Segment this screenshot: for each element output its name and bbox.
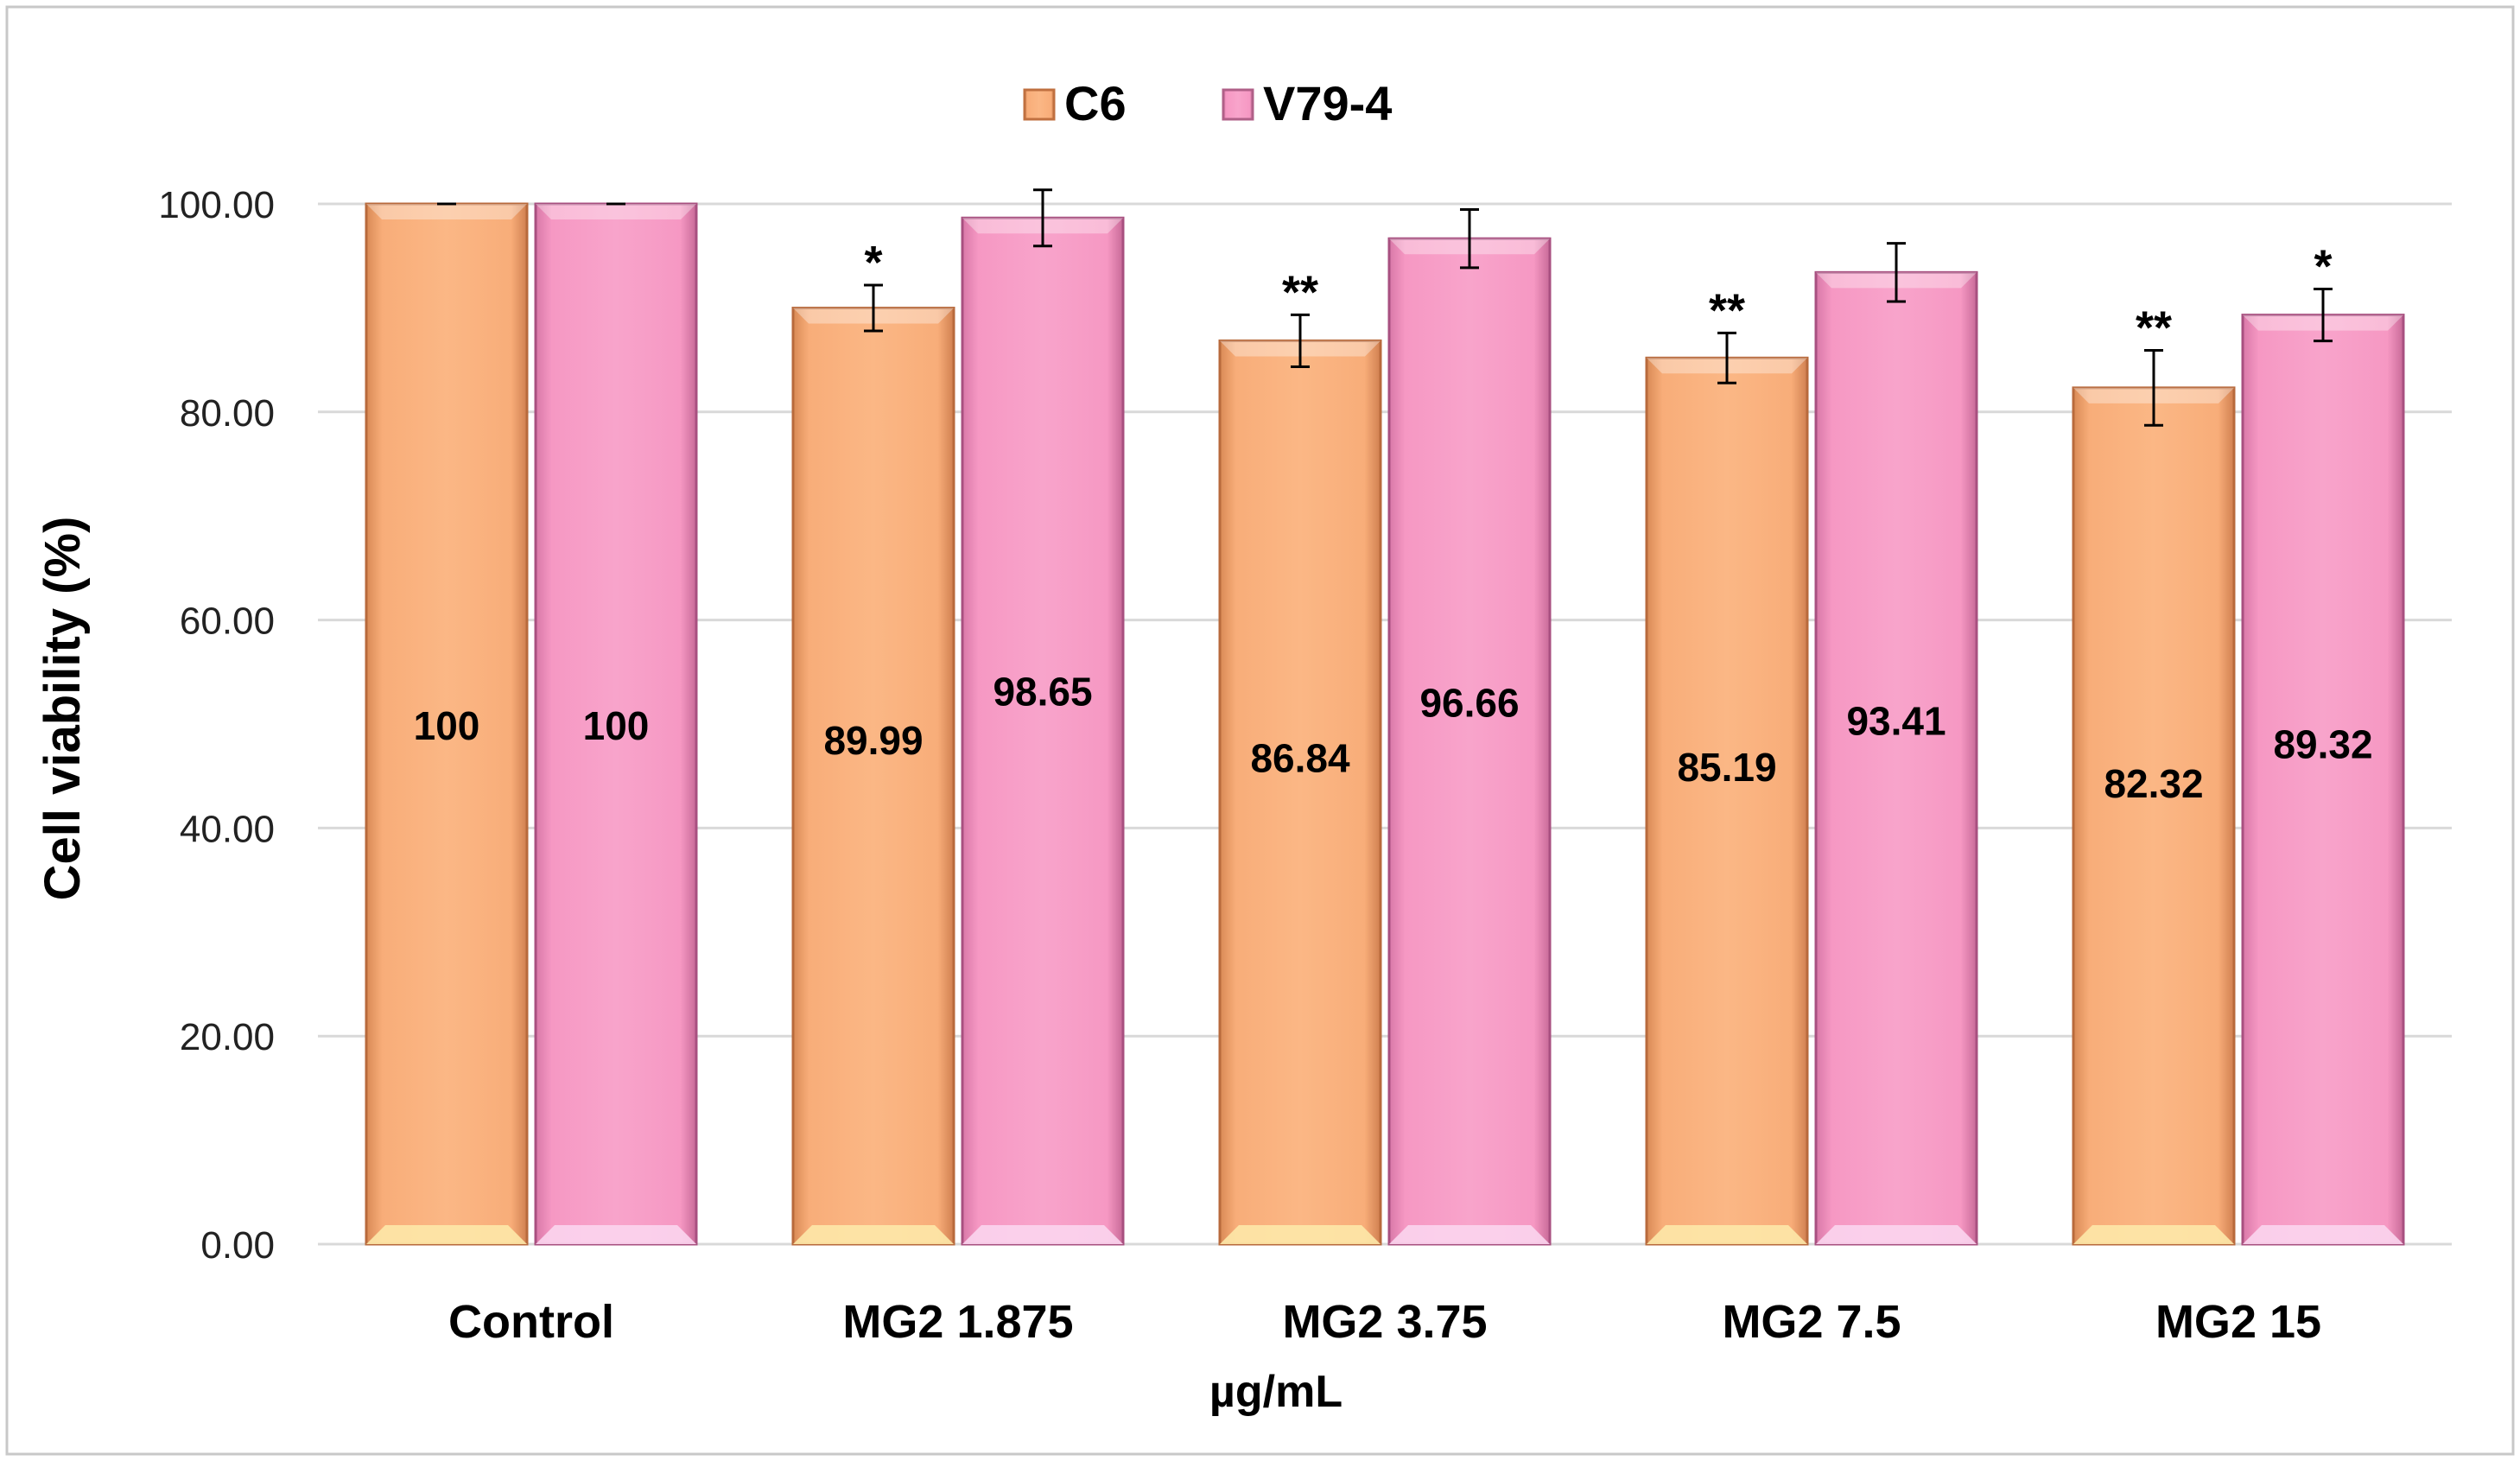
bar-bevel-bottom bbox=[793, 1225, 954, 1244]
bar-c6 bbox=[365, 202, 529, 1246]
bar-bevel-bottom bbox=[1220, 1225, 1381, 1244]
bar-bevel-bottom bbox=[1816, 1225, 1977, 1244]
bar-v79-4 bbox=[2241, 314, 2405, 1246]
x-axis-label: µg/mL bbox=[1209, 1367, 1343, 1417]
y-tick-label: 60.00 bbox=[180, 600, 275, 643]
error-bar-v79-4 bbox=[1033, 188, 1052, 248]
bar-bevel-bottom bbox=[2073, 1225, 2234, 1244]
data-label-c6: 82.32 bbox=[2104, 761, 2203, 806]
data-label-v79-4: 96.66 bbox=[1419, 681, 1519, 726]
y-tick-label: 40.00 bbox=[180, 808, 275, 850]
error-bar-c6 bbox=[2144, 349, 2163, 427]
bars: 100 100 89.99 * 98.65 86.84 ** 96.66 85.19 ** 93.4… bbox=[365, 188, 2405, 1246]
data-label-c6: 85.19 bbox=[1677, 745, 1776, 790]
legend-label-c6: C6 bbox=[1064, 76, 1127, 130]
x-axis-ticks: Control MG2 1.875 MG2 3.75 MG2 7.5 MG2 15 bbox=[448, 1296, 2321, 1348]
error-bar-c6 bbox=[864, 283, 883, 333]
y-axis-ticks: 0.00 20.00 40.00 60.00 80.00 100.00 bbox=[158, 184, 275, 1267]
data-label-c6: 86.84 bbox=[1250, 735, 1350, 780]
legend-label-v79-4: V79-4 bbox=[1263, 76, 1392, 130]
bar-v79-4 bbox=[1814, 270, 1978, 1246]
bar-bevel-bottom bbox=[1389, 1225, 1550, 1244]
data-label-v79-4: 93.41 bbox=[1846, 699, 1946, 744]
error-bar-c6 bbox=[1291, 313, 1310, 369]
bar-bevel-bottom bbox=[366, 1225, 527, 1244]
bar-bevel-top bbox=[536, 204, 696, 219]
bar-c6 bbox=[2072, 386, 2236, 1246]
legend-swatch-v79-4 bbox=[1222, 88, 1254, 121]
legend: C6 V79-4 bbox=[1023, 76, 1392, 130]
bar-c6 bbox=[791, 307, 955, 1246]
error-bar-c6 bbox=[1717, 331, 1736, 384]
data-label-c6: 89.99 bbox=[823, 718, 923, 763]
bar-bevel-bottom bbox=[1647, 1225, 1807, 1244]
data-label-c6: 100 bbox=[414, 703, 480, 748]
x-tick-label: MG2 3.75 bbox=[1282, 1296, 1487, 1348]
significance-marker: ** bbox=[2136, 302, 2172, 354]
y-tick-label: 0.00 bbox=[200, 1224, 275, 1267]
y-axis-label: Cell viability (%) bbox=[35, 517, 91, 901]
significance-marker: ** bbox=[1282, 266, 1318, 318]
bar-v79-4 bbox=[1387, 237, 1552, 1246]
y-tick-label: 80.00 bbox=[180, 392, 275, 435]
error-bar-v79-4 bbox=[1460, 208, 1479, 270]
bar-bevel-bottom bbox=[2243, 1225, 2403, 1244]
x-tick-label: MG2 15 bbox=[2155, 1296, 2321, 1348]
bar-v79-4 bbox=[961, 216, 1125, 1246]
x-tick-label: MG2 1.875 bbox=[842, 1296, 1073, 1348]
legend-swatch-c6 bbox=[1023, 88, 1056, 121]
bar-c6 bbox=[1645, 356, 1809, 1246]
y-tick-label: 20.00 bbox=[180, 1016, 275, 1058]
x-tick-label: MG2 7.5 bbox=[1722, 1296, 1901, 1348]
bar-c6 bbox=[1218, 339, 1382, 1246]
significance-marker: * bbox=[864, 237, 882, 289]
error-bar-v79-4 bbox=[1887, 242, 1906, 303]
significance-marker: ** bbox=[1709, 284, 1745, 336]
bar-bevel-top bbox=[366, 204, 527, 219]
x-tick-label: Control bbox=[448, 1296, 614, 1348]
bar-bevel-bottom bbox=[962, 1225, 1123, 1244]
bar-bevel-bottom bbox=[536, 1225, 696, 1244]
data-label-v79-4: 98.65 bbox=[993, 670, 1092, 715]
data-label-v79-4: 100 bbox=[583, 703, 650, 748]
y-tick-label: 100.00 bbox=[158, 184, 275, 226]
data-label-v79-4: 89.32 bbox=[2273, 721, 2372, 766]
error-bar-v79-4 bbox=[2314, 287, 2333, 343]
significance-marker: * bbox=[2314, 240, 2332, 292]
